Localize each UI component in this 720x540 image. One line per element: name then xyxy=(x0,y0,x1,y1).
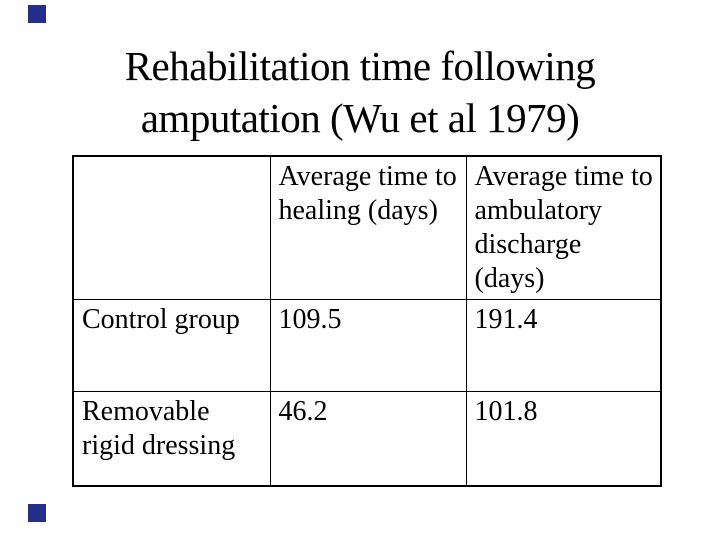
corner-marker-top-left xyxy=(28,5,46,23)
table-row-control-group: Control group 109.5 191.4 xyxy=(72,299,662,392)
cell-control-discharge: 191.4 xyxy=(465,299,662,392)
cell-dressing-healing: 46.2 xyxy=(269,391,467,486)
cell-value: 101.8 xyxy=(474,396,538,427)
corner-marker-bottom-left xyxy=(28,504,46,522)
slide-title: Rehabilitation time following amputation… xyxy=(0,40,720,144)
table-header-row: Average time to healing (days) Average t… xyxy=(72,155,662,300)
header-cell-healing-line: healing (days) xyxy=(278,195,438,226)
header-cell-empty xyxy=(72,155,271,300)
slide-title-line-2: amputation (Wu et al 1979) xyxy=(140,95,580,141)
cell-value: 109.5 xyxy=(278,304,342,335)
header-cell-healing-line: Average time to xyxy=(278,161,457,192)
cell-dressing-discharge: 101.8 xyxy=(465,391,662,486)
row-label-line: Control group xyxy=(82,304,240,335)
header-cell-discharge-line: Average time to xyxy=(474,161,653,192)
row-label-control-group: Control group xyxy=(72,299,271,392)
header-cell-discharge-line: discharge xyxy=(474,229,582,260)
rehabilitation-table: Average time to healing (days) Average t… xyxy=(72,155,662,487)
header-cell-discharge: Average time to ambulatory discharge (da… xyxy=(465,155,662,300)
row-label-removable-rigid-dressing: Removable rigid dressing xyxy=(72,391,271,486)
row-label-line: rigid dressing xyxy=(82,430,236,461)
table-row-removable-rigid-dressing: Removable rigid dressing 46.2 101.8 xyxy=(72,391,662,486)
row-label-line: Removable xyxy=(82,396,210,427)
header-cell-discharge-line: (days) xyxy=(474,263,545,294)
slide-title-line-1: Rehabilitation time following xyxy=(124,43,596,89)
cell-value: 46.2 xyxy=(278,396,328,427)
header-cell-discharge-line: ambulatory xyxy=(474,195,603,226)
header-cell-healing: Average time to healing (days) xyxy=(269,155,467,300)
cell-value: 191.4 xyxy=(474,304,538,335)
cell-control-healing: 109.5 xyxy=(269,299,467,392)
